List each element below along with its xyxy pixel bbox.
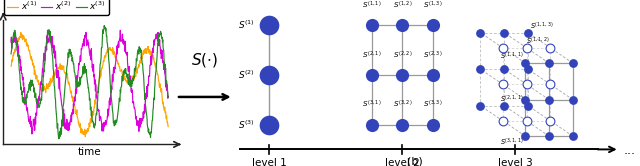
Text: (b): (b) — [407, 156, 422, 166]
Text: $S^{(1,1,3)}$: $S^{(1,1,3)}$ — [530, 20, 554, 32]
Text: $S^{(1,3)}$: $S^{(1,3)}$ — [424, 0, 443, 11]
$x^{(3)}$ — [101, 26, 109, 28]
Point — [499, 68, 509, 70]
$x^{(2)}$ — [7, 41, 15, 43]
Point — [545, 120, 556, 122]
Point — [367, 73, 377, 76]
$x^{(3)}$ — [93, 112, 100, 114]
Point — [520, 62, 531, 64]
$x^{(3)}$ — [82, 70, 90, 72]
$x^{(1)}$ — [83, 129, 90, 131]
Line: $x^{(1)}$: $x^{(1)}$ — [11, 33, 168, 137]
Point — [498, 83, 508, 86]
Text: $S(\cdot)$: $S(\cdot)$ — [191, 51, 218, 69]
Point — [568, 135, 578, 137]
Point — [499, 104, 509, 107]
Point — [498, 46, 508, 49]
$x^{(2)}$ — [82, 31, 90, 33]
Text: $S^{(3,3)}$: $S^{(3,3)}$ — [424, 99, 443, 110]
Point — [475, 68, 485, 70]
$x^{(1)}$ — [136, 62, 144, 64]
Point — [428, 73, 438, 76]
Text: $S^{(1,1)}$: $S^{(1,1)}$ — [362, 0, 381, 11]
Text: level 1: level 1 — [252, 158, 287, 166]
Text: $S^{(2,3)}$: $S^{(2,3)}$ — [424, 49, 443, 61]
$x^{(2)}$ — [93, 97, 100, 99]
Point — [544, 98, 554, 101]
X-axis label: time: time — [78, 147, 101, 157]
Point — [499, 31, 509, 34]
Text: $S^{(2,1)}$: $S^{(2,1)}$ — [362, 49, 381, 61]
Point — [523, 31, 533, 34]
$x^{(3)}$ — [161, 63, 169, 65]
$x^{(3)}$ — [7, 53, 15, 55]
Point — [397, 123, 408, 126]
$x^{(3)}$ — [100, 25, 108, 27]
$x^{(2)}$ — [116, 29, 124, 31]
Point — [568, 98, 578, 101]
Line: $x^{(2)}$: $x^{(2)}$ — [11, 30, 168, 134]
Text: $S^{(2,1,1)}$: $S^{(2,1,1)}$ — [500, 94, 524, 105]
$x^{(2)}$ — [83, 43, 91, 45]
$x^{(3)}$ — [83, 76, 91, 78]
Legend: $x^{(1)}$, $x^{(2)}$, $x^{(3)}$: $x^{(1)}$, $x^{(2)}$, $x^{(3)}$ — [4, 0, 109, 15]
Text: $S^{(2)}$: $S^{(2)}$ — [238, 69, 255, 81]
Point — [475, 31, 485, 34]
Point — [523, 104, 533, 107]
Point — [397, 24, 408, 26]
$x^{(1)}$ — [164, 126, 172, 128]
Text: level 3: level 3 — [498, 158, 532, 166]
Text: $S^{(3)}$: $S^{(3)}$ — [238, 118, 255, 131]
Point — [544, 135, 554, 137]
Point — [544, 62, 554, 64]
$x^{(1)}$ — [7, 65, 15, 67]
Text: $S^{(1,1,2)}$: $S^{(1,1,2)}$ — [525, 36, 549, 47]
Point — [522, 120, 532, 122]
$x^{(1)}$ — [81, 136, 89, 138]
Point — [428, 24, 438, 26]
Point — [522, 83, 532, 86]
Text: $S^{(3,1)}$: $S^{(3,1)}$ — [362, 99, 381, 110]
Point — [522, 46, 532, 49]
Point — [520, 98, 531, 101]
Text: $S^{(1,2)}$: $S^{(1,2)}$ — [393, 0, 412, 11]
$x^{(1)}$ — [161, 109, 169, 111]
$x^{(2)}$ — [136, 124, 144, 126]
$x^{(1)}$ — [83, 129, 91, 131]
Text: $S^{(1)}$: $S^{(1)}$ — [238, 19, 255, 31]
Text: $S^{(3,2)}$: $S^{(3,2)}$ — [393, 99, 412, 110]
Point — [498, 120, 508, 122]
Line: $x^{(3)}$: $x^{(3)}$ — [11, 26, 168, 139]
$x^{(1)}$ — [17, 32, 25, 34]
Text: $S^{(3,1,1)}$: $S^{(3,1,1)}$ — [500, 137, 524, 148]
$x^{(2)}$ — [101, 124, 109, 126]
Point — [428, 123, 438, 126]
Text: $S^{(2,2)}$: $S^{(2,2)}$ — [393, 49, 412, 61]
Text: ...: ... — [623, 144, 636, 157]
Point — [475, 104, 485, 107]
$x^{(2)}$ — [161, 73, 169, 75]
Point — [264, 24, 275, 26]
Point — [523, 68, 533, 70]
Point — [367, 123, 377, 126]
Point — [545, 46, 556, 49]
$x^{(3)}$ — [55, 138, 63, 140]
Text: level 2: level 2 — [385, 158, 420, 166]
$x^{(1)}$ — [101, 54, 109, 56]
Point — [397, 73, 408, 76]
Point — [545, 83, 556, 86]
Point — [520, 135, 531, 137]
Point — [264, 123, 275, 126]
Point — [264, 73, 275, 76]
$x^{(2)}$ — [164, 95, 172, 97]
$x^{(2)}$ — [28, 133, 36, 135]
$x^{(3)}$ — [164, 96, 172, 98]
Point — [367, 24, 377, 26]
$x^{(1)}$ — [93, 90, 100, 92]
Point — [568, 62, 578, 64]
Text: $S^{(1,1,1)}$: $S^{(1,1,1)}$ — [500, 51, 524, 62]
$x^{(3)}$ — [136, 50, 144, 52]
